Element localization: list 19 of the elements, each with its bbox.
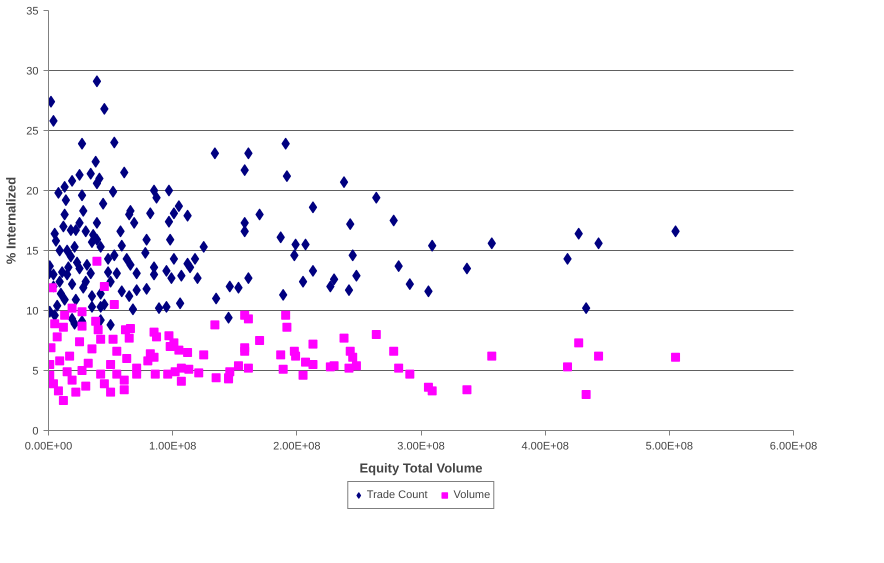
y-tick-label: 0 <box>32 426 39 438</box>
y-axis-title: % Internalized <box>3 176 18 264</box>
legend-label: Volume <box>454 489 490 501</box>
y-tick-label: 30 <box>26 66 39 78</box>
y-tick-label: 25 <box>26 126 39 138</box>
y-tick-label: 20 <box>26 186 39 198</box>
legend-label: Trade Count <box>366 489 428 501</box>
y-tick-label: 10 <box>26 306 39 318</box>
x-tick-label: 6.00E+08 <box>770 440 818 452</box>
x-tick-label: 2.00E+08 <box>273 440 321 452</box>
x-tick-label: 5.00E+08 <box>646 440 694 452</box>
x-tick-label: 4.00E+08 <box>521 440 569 452</box>
x-tick-label: 0.00E+00 <box>24 440 72 452</box>
x-axis-title: Equity Total Volume <box>359 460 483 476</box>
y-tick-label: 5 <box>32 366 39 378</box>
x-tick-label: 3.00E+08 <box>397 440 445 452</box>
y-tick-label: 35 <box>26 6 39 18</box>
y-tick-label: 15 <box>26 246 39 258</box>
x-tick-label: 1.00E+08 <box>148 440 196 452</box>
